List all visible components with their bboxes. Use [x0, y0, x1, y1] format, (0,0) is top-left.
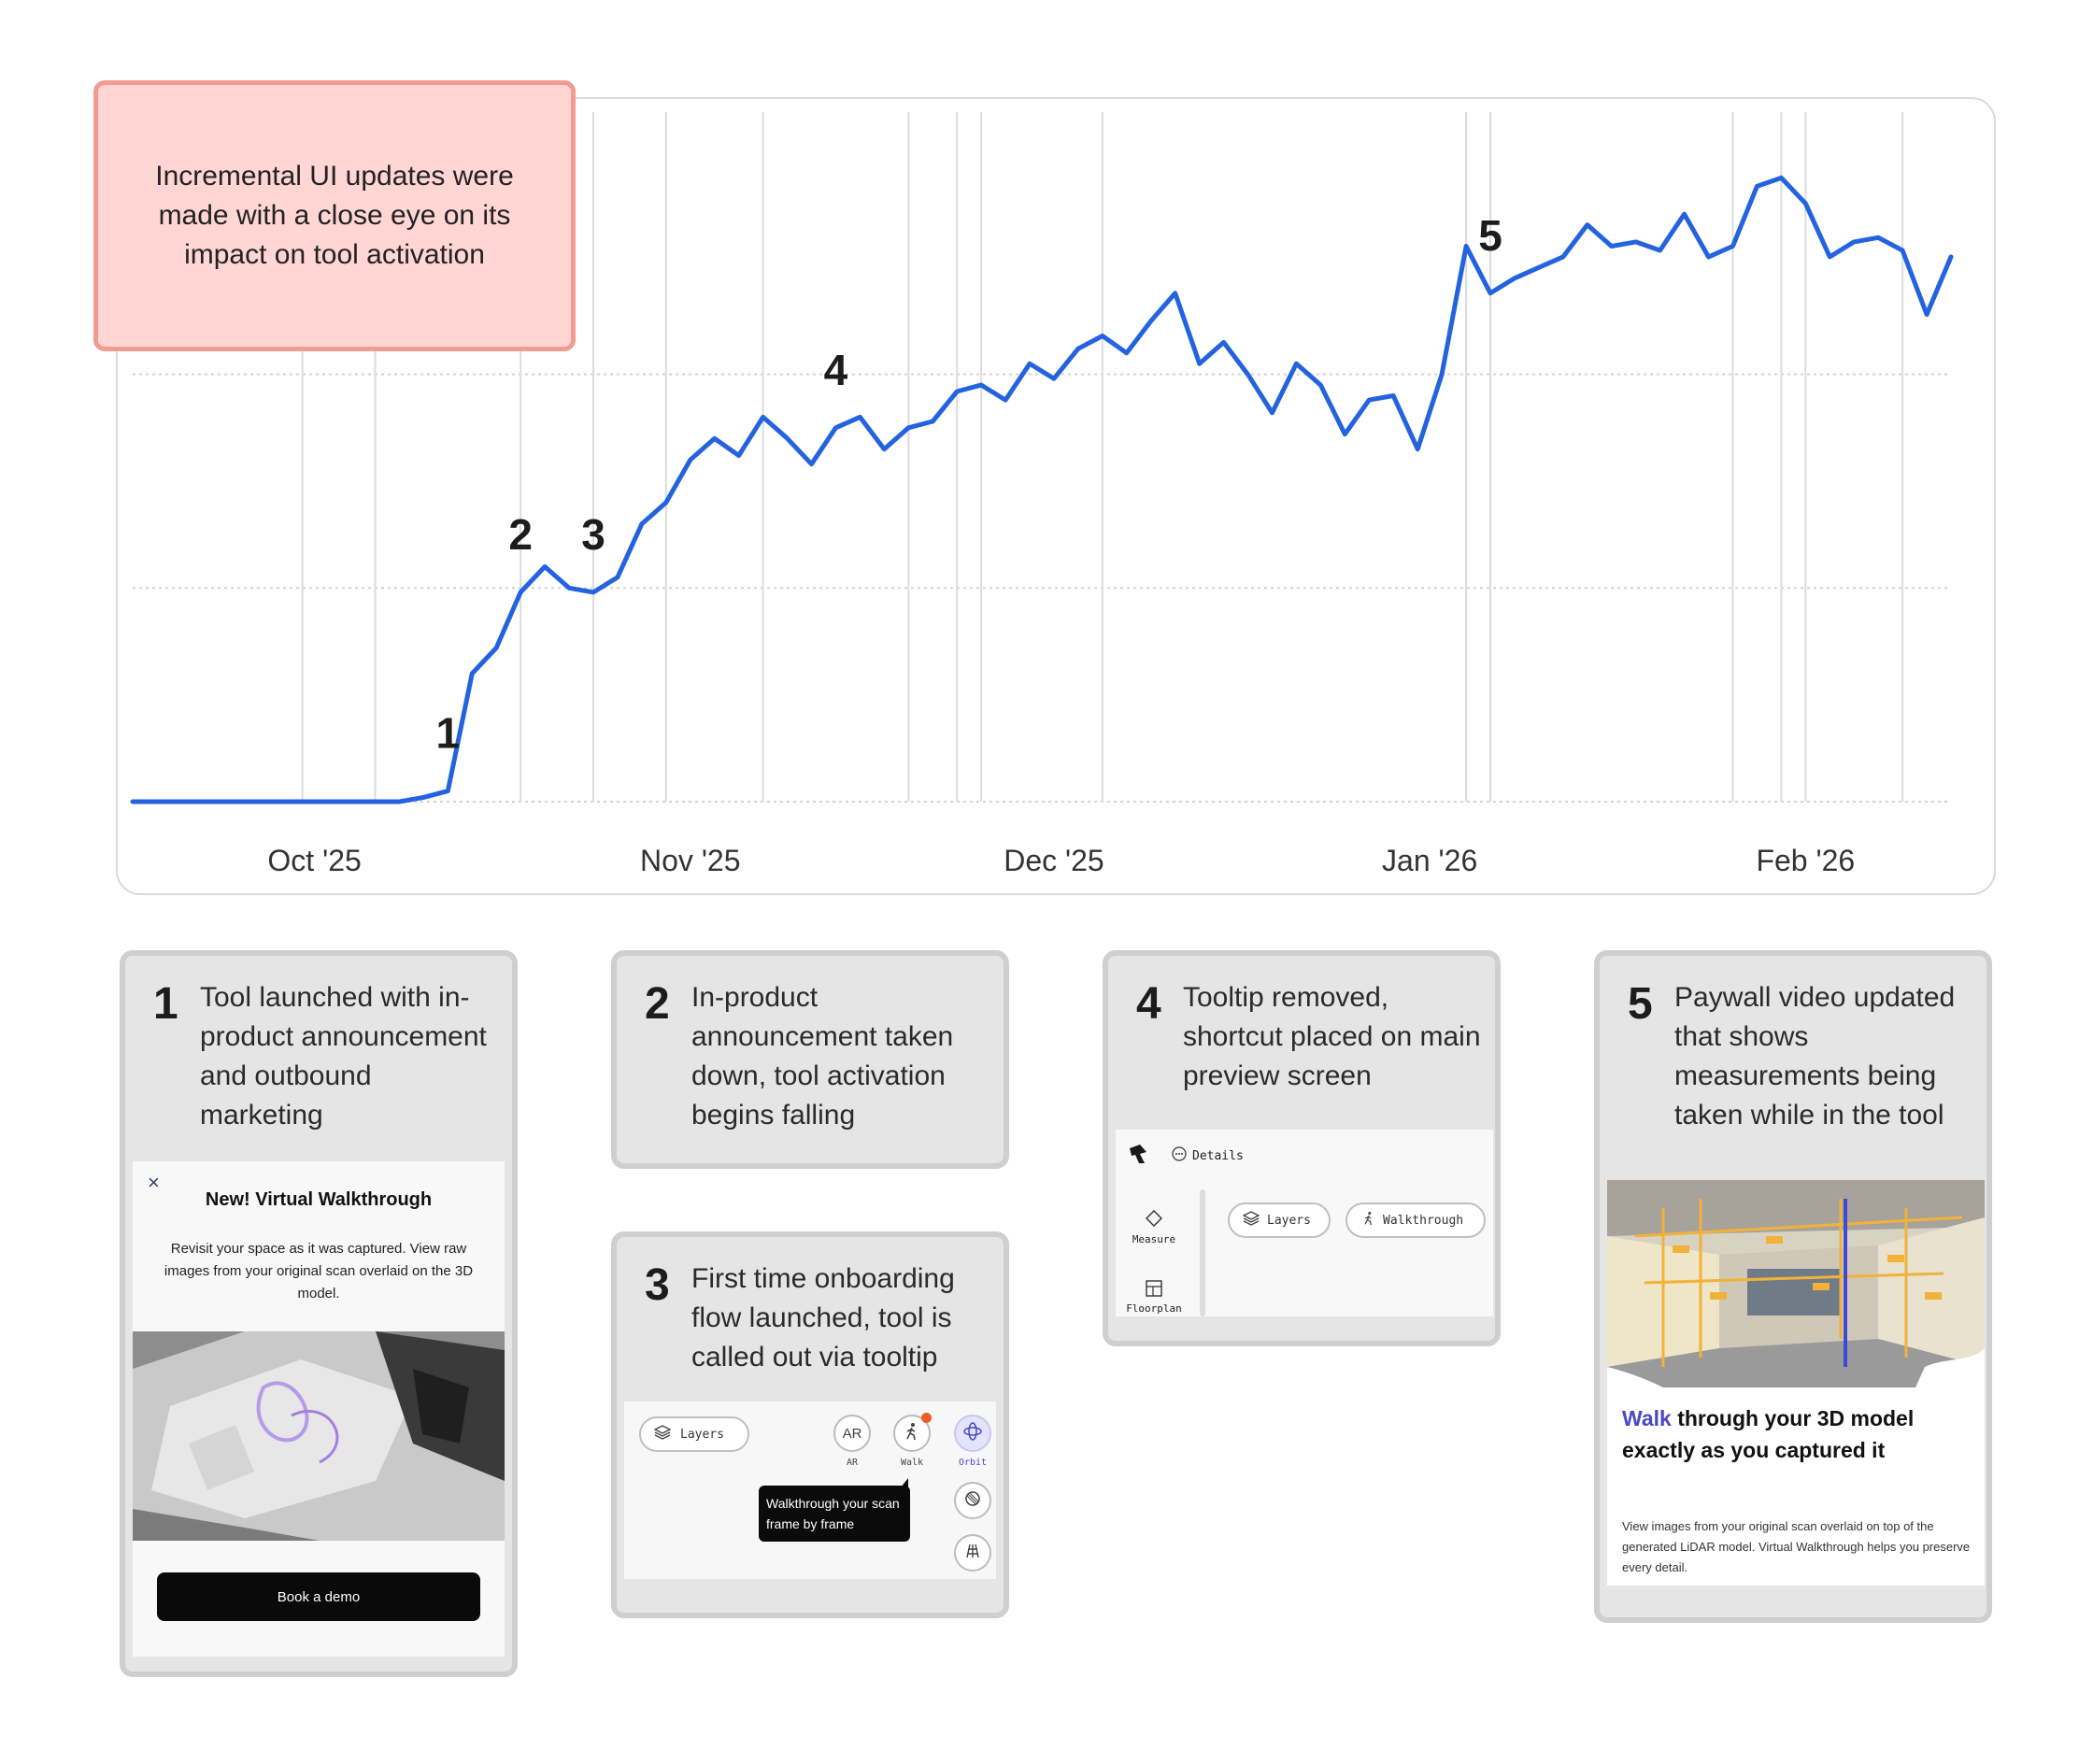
walk-icon — [1362, 1210, 1375, 1231]
tooltip-arrow — [901, 1478, 908, 1487]
modal-title: New! Virtual Walkthrough — [205, 1189, 433, 1210]
step-number: 4 — [1136, 979, 1161, 1029]
side-divider — [1200, 1189, 1205, 1316]
floorplan-tool[interactable]: Floorplan — [1121, 1279, 1187, 1316]
step-number: 2 — [645, 979, 670, 1029]
step-card-3: 3 First time onboarding flow launched, t… — [611, 1231, 1009, 1618]
walkthrough-button[interactable]: Walkthrough — [1346, 1202, 1486, 1238]
paywall-preview: Walk through your 3D model exactly as yo… — [1607, 1180, 1985, 1586]
modal-body: Revisit your space as it was captured. V… — [164, 1241, 474, 1302]
layers-icon — [653, 1425, 672, 1444]
layers-icon — [1242, 1211, 1260, 1230]
paywall-body: View images from your original scan over… — [1622, 1519, 1971, 1574]
details-label: Details — [1192, 1149, 1244, 1163]
x-tick-label: Feb '26 — [1756, 844, 1855, 877]
step-number: 5 — [1628, 979, 1653, 1029]
floorplan-icon — [1121, 1279, 1187, 1302]
grid-button[interactable] — [954, 1534, 991, 1572]
step-card-2: 2 In-product announcement taken down, to… — [611, 950, 1009, 1169]
step-description: First time onboarding flow launched, too… — [691, 1263, 955, 1373]
paywall-heading-highlight: Walk — [1622, 1406, 1672, 1430]
x-tick-label: Oct '25 — [267, 844, 361, 877]
step-description: Tooltip removed, shortcut placed on main… — [1183, 982, 1481, 1091]
layers-label: Layers — [680, 1427, 724, 1442]
callout-box: Incremental UI updates were made with a … — [93, 80, 576, 351]
paywall-heading: Walk through your 3D model exactly as yo… — [1622, 1402, 1977, 1466]
walkthrough-label: Walkthrough — [1383, 1213, 1464, 1228]
preview-screen: Details Measure Floorplan Layers Walkth — [1116, 1130, 1493, 1316]
step-card-1: 1 Tool launched with in-product announce… — [120, 950, 518, 1677]
layers-label: Layers — [1267, 1213, 1311, 1228]
annotation-number-2: 2 — [508, 510, 533, 559]
walkthrough-tooltip: Walkthrough your scan frame by frame — [759, 1486, 910, 1542]
paywall-heading-rest: through your 3D model exactly as you cap… — [1622, 1406, 1915, 1462]
annotation-number-1: 1 — [436, 709, 461, 758]
ar-button[interactable]: AR — [833, 1415, 871, 1452]
step-description: Paywall video updated that shows measure… — [1674, 982, 1956, 1131]
annotation-number-5: 5 — [1478, 211, 1502, 260]
logo-icon — [1127, 1143, 1149, 1170]
details-icon — [1172, 1146, 1187, 1166]
series-line — [130, 175, 1954, 804]
x-tick-label: Jan '26 — [1382, 844, 1477, 877]
step-card-4: 4 Tooltip removed, shortcut placed on ma… — [1103, 950, 1501, 1346]
orbit-label: Orbit — [958, 1458, 988, 1468]
walk-icon — [904, 1422, 920, 1444]
step-description: In-product announcement taken down, tool… — [691, 982, 954, 1131]
orbit-icon — [962, 1421, 983, 1445]
onboarding-preview: Layers AR AR Walk Orbit Wa — [624, 1401, 996, 1579]
notification-dot — [921, 1413, 932, 1423]
measure-label: Measure — [1132, 1233, 1176, 1245]
announcement-modal: × New! Virtual Walkthrough Revisit your … — [133, 1161, 505, 1657]
annotation-number-3: 3 — [581, 510, 605, 559]
x-tick-label: Nov '25 — [640, 844, 741, 877]
measurement-video-image — [1607, 1180, 1985, 1387]
book-demo-button[interactable]: Book a demo — [157, 1572, 480, 1621]
ar-text: AR — [842, 1425, 862, 1442]
callout-text: Incremental UI updates were made with a … — [155, 161, 514, 270]
annotation-number-4: 4 — [824, 346, 848, 394]
x-tick-label: Dec '25 — [1004, 844, 1104, 877]
step-description: Tool launched with in-product announceme… — [200, 982, 487, 1131]
step-number: 1 — [153, 979, 178, 1029]
globe-button[interactable] — [954, 1482, 991, 1519]
walk-label: Walk — [900, 1458, 924, 1468]
grid-icon — [964, 1543, 981, 1563]
scan-preview-image — [133, 1331, 505, 1541]
floorplan-label: Floorplan — [1126, 1302, 1182, 1315]
layers-button[interactable]: Layers — [1228, 1202, 1331, 1238]
step-number: 3 — [645, 1260, 670, 1310]
close-icon[interactable]: × — [148, 1171, 160, 1194]
ar-label: AR — [846, 1458, 859, 1468]
globe-icon — [964, 1490, 981, 1511]
details-button[interactable]: Details — [1172, 1146, 1244, 1166]
measure-tool[interactable]: Measure — [1121, 1210, 1187, 1245]
measure-icon — [1121, 1210, 1187, 1233]
orbit-button[interactable] — [954, 1415, 991, 1452]
layers-button[interactable]: Layers — [639, 1416, 749, 1452]
step-card-5: 5 Paywall video updated that shows measu… — [1594, 950, 1992, 1623]
